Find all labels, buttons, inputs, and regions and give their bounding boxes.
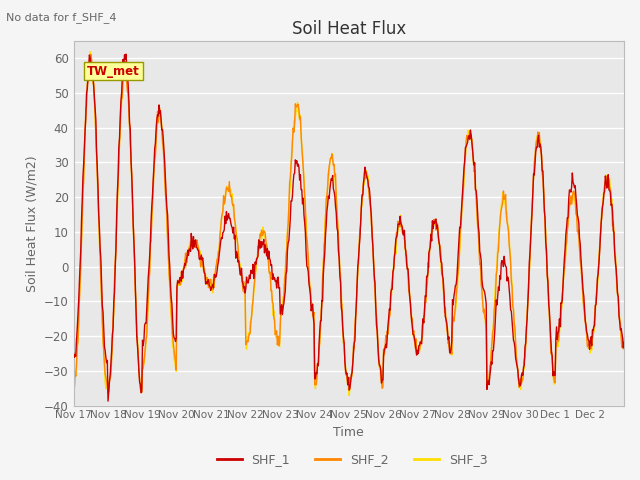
Text: No data for f_SHF_4: No data for f_SHF_4 [6,12,117,23]
Y-axis label: Soil Heat Flux (W/m2): Soil Heat Flux (W/m2) [26,155,38,291]
Legend: SHF_1, SHF_2, SHF_3: SHF_1, SHF_2, SHF_3 [212,448,492,471]
Text: TW_met: TW_met [88,64,140,77]
Title: Soil Heat Flux: Soil Heat Flux [292,20,406,38]
X-axis label: Time: Time [333,426,364,439]
